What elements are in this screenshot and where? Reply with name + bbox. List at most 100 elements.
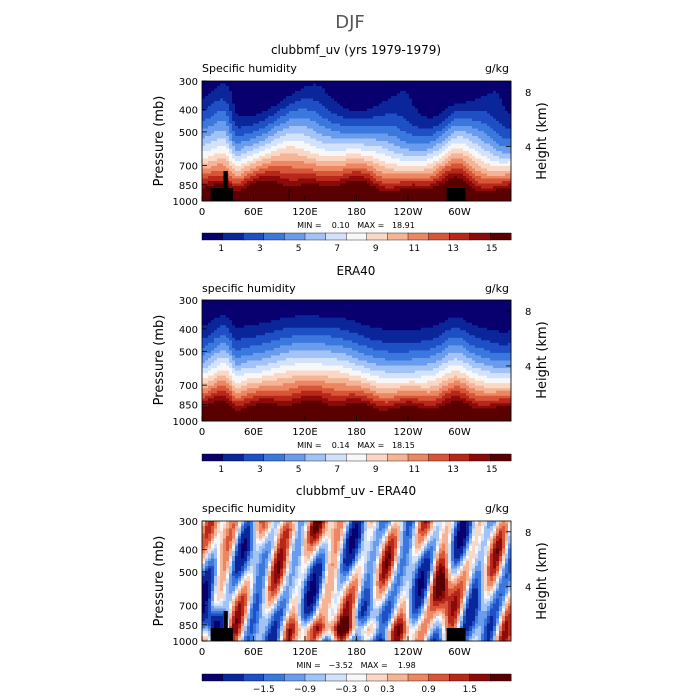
colorbar-swatch xyxy=(346,232,368,241)
mountain xyxy=(288,189,290,201)
colorbar-swatch xyxy=(222,673,244,682)
colorbar-swatch xyxy=(242,453,265,462)
colorbar-swatch xyxy=(366,673,388,682)
colorbar-swatch xyxy=(263,673,285,682)
colorbar-label: 3 xyxy=(257,465,263,475)
x-tick-label: 120W xyxy=(394,427,423,438)
x-tick-label: 120E xyxy=(292,207,317,218)
colorbar-label: 7 xyxy=(334,465,340,475)
x-tick-label: 60W xyxy=(448,207,471,218)
x-tick-label: 0 xyxy=(199,647,205,658)
colorbar-label: 11 xyxy=(409,244,420,254)
colorbar-label: 9 xyxy=(373,465,379,475)
colorbar-swatch xyxy=(222,232,244,241)
colorbar-swatch xyxy=(325,673,347,682)
colorbar-swatch xyxy=(201,453,224,462)
y-tick-label: 850 xyxy=(179,181,198,192)
y2-axis-label: Height (km) xyxy=(535,542,550,619)
x-tick-label: 0 xyxy=(199,207,205,218)
colorbar-swatch xyxy=(366,232,388,241)
y-tick-label: 850 xyxy=(179,401,198,412)
colorbar-swatch xyxy=(242,673,265,682)
stats-label: MIN = 0.14 MAX = 18.15 xyxy=(297,441,415,450)
colorbar-swatch xyxy=(490,453,512,462)
y-tick-label: 1000 xyxy=(173,197,198,208)
colorbar-label: −0.3 xyxy=(335,685,357,695)
mountain xyxy=(446,628,466,641)
colorbar-swatch xyxy=(387,232,409,241)
colorbar-swatch xyxy=(407,232,430,241)
y-axis-label: Pressure (mb) xyxy=(152,96,167,187)
y-tick-label: 500 xyxy=(179,347,198,358)
field xyxy=(202,521,512,642)
y-tick-label: 400 xyxy=(179,546,198,557)
mountain xyxy=(210,628,233,641)
colorbar-swatch xyxy=(387,673,409,682)
x-tick-label: 60W xyxy=(448,427,471,438)
variable-label: specific humidity xyxy=(202,502,296,515)
colorbar-label: 0.9 xyxy=(421,685,436,695)
colorbar-swatch xyxy=(449,232,471,241)
y-tick-label: 700 xyxy=(179,601,198,612)
colorbar-swatch xyxy=(490,673,512,682)
colorbar-swatch xyxy=(263,453,285,462)
colorbar-swatch xyxy=(428,673,450,682)
colorbar-label: 5 xyxy=(296,465,302,475)
y-tick-label: 400 xyxy=(179,106,198,117)
colorbar-label: 5 xyxy=(296,244,302,254)
colorbar-swatch xyxy=(304,673,327,682)
colorbar-swatch xyxy=(284,232,306,241)
colorbar-swatch xyxy=(284,673,306,682)
y-tick-label: 850 xyxy=(179,621,198,632)
axes xyxy=(201,520,512,642)
colorbar-label: 15 xyxy=(486,465,497,475)
colorbar-swatch xyxy=(469,453,491,462)
colorbar-swatch xyxy=(242,232,265,241)
colorbar-swatch xyxy=(449,453,471,462)
mountain xyxy=(288,629,290,641)
x-tick-label: 0 xyxy=(199,427,205,438)
mountain xyxy=(210,188,233,201)
colorbar: 1 3 5 7 9 11 13 15 xyxy=(201,232,512,254)
y-tick-label: 300 xyxy=(179,77,198,88)
units-label: g/kg xyxy=(485,502,509,515)
x-tick-label: 120E xyxy=(292,427,317,438)
colorbar-label: −1.5 xyxy=(253,685,275,695)
colorbar-swatch xyxy=(387,453,409,462)
x-tick-label: 60E xyxy=(244,647,263,658)
panel-title: clubbmf_uv (yrs 1979-1979) xyxy=(271,43,441,57)
colorbar-label: 1 xyxy=(218,244,224,254)
colorbar-swatch xyxy=(469,232,491,241)
colorbar-swatch xyxy=(428,453,450,462)
x-tick-label: 60W xyxy=(448,647,471,658)
y-axis-label: Pressure (mb) xyxy=(152,536,167,627)
y2-tick-label: 8 xyxy=(525,307,531,318)
field xyxy=(202,81,512,202)
colorbar-label: 15 xyxy=(486,244,497,254)
y2-tick-label: 8 xyxy=(525,88,531,99)
colorbar-label: −0.9 xyxy=(294,685,316,695)
stats-label: MIN = 0.10 MAX = 18.91 xyxy=(297,221,415,230)
colorbar-swatch xyxy=(263,232,285,241)
colorbar: −1.5 −0.9 −0.3 0 0.3 0.9 1.5 xyxy=(201,673,512,695)
colorbar-swatch xyxy=(346,673,368,682)
colorbar-label: 1.5 xyxy=(463,685,477,695)
axes xyxy=(201,299,512,422)
mountain xyxy=(223,611,228,641)
topography-mask xyxy=(210,171,466,201)
colorbar-swatch xyxy=(366,453,388,462)
x-tick-label: 120W xyxy=(394,647,423,658)
panel-model: clubbmf_uv (yrs 1979-1979) Specific humi… xyxy=(152,43,550,230)
panel-title: clubbmf_uv - ERA40 xyxy=(296,484,416,498)
y-tick-label: 500 xyxy=(179,568,198,579)
units-label: g/kg xyxy=(485,282,509,295)
colorbar-swatch xyxy=(490,232,512,241)
y2-tick-label: 4 xyxy=(525,362,531,373)
colorbar-label: 7 xyxy=(334,244,340,254)
y-tick-label: 1000 xyxy=(173,637,198,648)
units-label: g/kg xyxy=(485,62,509,75)
colorbar-label: 3 xyxy=(257,244,263,254)
colorbar-swatch xyxy=(325,453,347,462)
y2-tick-label: 4 xyxy=(525,142,531,153)
colorbar-swatch xyxy=(346,453,368,462)
